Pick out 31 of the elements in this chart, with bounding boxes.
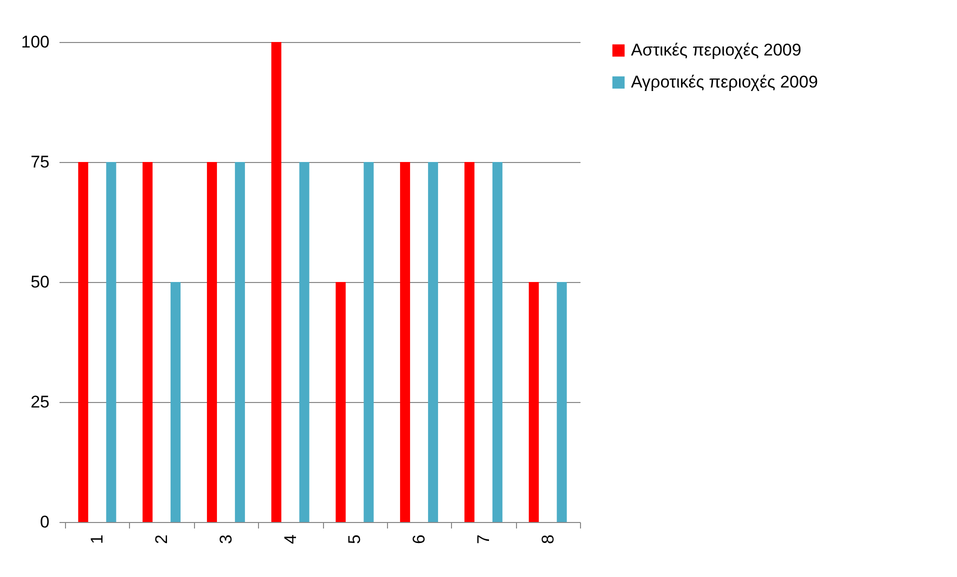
y-tick-label: 25 <box>30 392 50 412</box>
bar <box>170 282 181 522</box>
x-tick-label: 4 <box>280 534 300 544</box>
x-tick-label: 7 <box>474 534 493 544</box>
x-tick-label: 3 <box>216 534 236 544</box>
bar <box>142 162 153 522</box>
bar <box>364 162 374 522</box>
bar <box>106 162 116 522</box>
bar <box>528 282 539 522</box>
bar <box>492 162 502 522</box>
bar <box>206 162 217 522</box>
bar <box>556 282 567 522</box>
legend-label: Αγροτικές περιοχές 2009 <box>631 72 818 92</box>
x-tick-label: 2 <box>152 534 172 544</box>
x-tick-label: 6 <box>410 534 429 544</box>
x-tick-label: 1 <box>88 534 107 544</box>
bar <box>336 282 346 522</box>
bar <box>400 162 410 522</box>
bar <box>464 162 474 522</box>
bar <box>78 162 88 522</box>
x-tick-label: 5 <box>345 534 364 544</box>
y-tick-label: 100 <box>21 32 50 52</box>
bar <box>271 42 282 522</box>
bar <box>299 162 310 522</box>
x-tick-label: 8 <box>538 534 558 544</box>
y-tick-label: 0 <box>40 512 50 532</box>
y-tick-label: 75 <box>30 152 50 172</box>
y-tick-label: 50 <box>30 272 50 292</box>
bar <box>234 162 245 522</box>
legend-label: Αστικές περιοχές 2009 <box>631 40 802 60</box>
bar <box>428 162 438 522</box>
